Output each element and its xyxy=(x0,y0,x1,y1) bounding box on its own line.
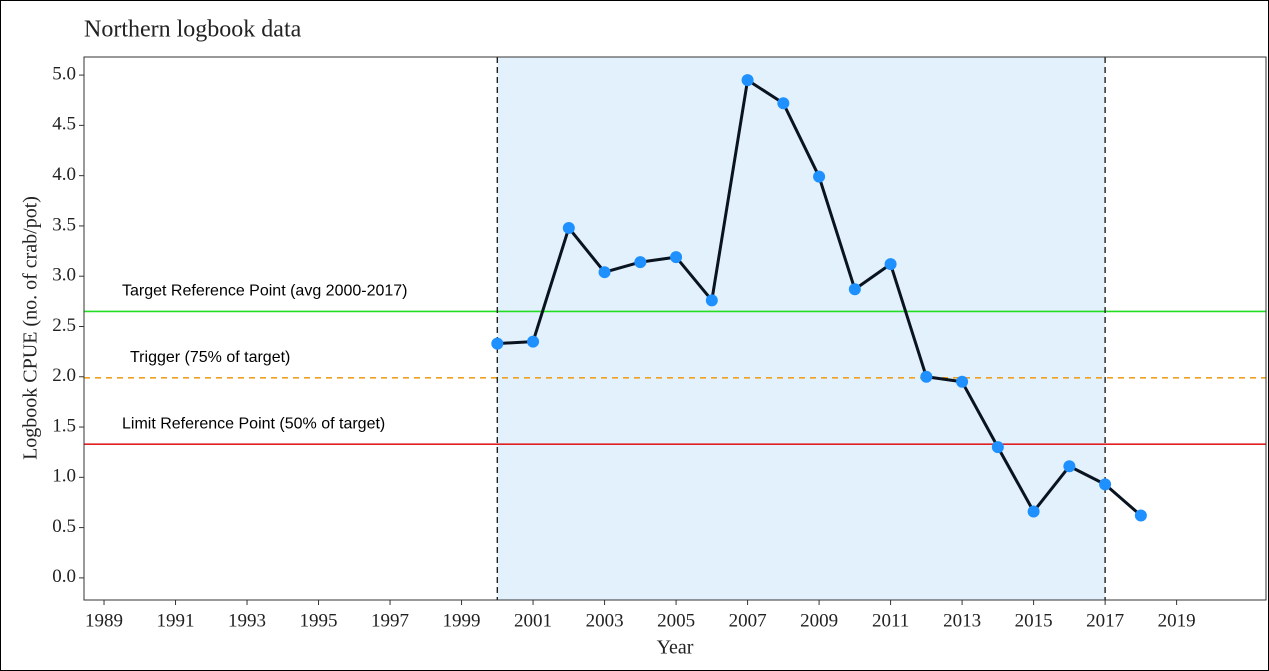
y-tick-label: 5.0 xyxy=(52,63,76,84)
x-tick-label: 1997 xyxy=(371,610,409,631)
y-tick-label: 3.5 xyxy=(52,214,76,235)
x-tick-label: 1999 xyxy=(443,610,481,631)
data-point xyxy=(598,266,611,279)
x-tick-label: 2005 xyxy=(657,610,695,631)
y-tick-label: 1.5 xyxy=(52,415,76,436)
data-point xyxy=(991,441,1004,454)
x-tick-label: 1993 xyxy=(228,610,266,631)
y-tick-label: 0.0 xyxy=(52,566,76,587)
y-tick-label: 1.0 xyxy=(52,466,76,487)
plot-border xyxy=(83,56,1267,601)
x-tick-label: 2009 xyxy=(800,610,838,631)
data-point xyxy=(705,294,718,307)
x-tick-label: 1995 xyxy=(300,610,338,631)
chart-title: Northern logbook data xyxy=(84,17,302,43)
y-tick-label: 2.5 xyxy=(52,315,76,336)
x-axis-label: Year xyxy=(657,637,694,659)
data-point xyxy=(491,337,504,350)
data-point xyxy=(741,74,754,87)
y-axis-label: Logbook CPUE (no. of crab/pot) xyxy=(20,196,42,460)
data-point xyxy=(848,283,861,296)
x-tick-label: 2015 xyxy=(1015,610,1053,631)
data-point xyxy=(956,375,969,388)
data-point xyxy=(920,370,933,383)
x-tick-label: 2017 xyxy=(1086,610,1124,631)
data-point xyxy=(670,251,683,264)
reference-label: Trigger (75% of target) xyxy=(130,349,290,366)
data-point xyxy=(1099,478,1112,491)
y-tick-label: 3.0 xyxy=(52,265,76,286)
y-tick-label: 2.0 xyxy=(52,365,76,386)
y-tick-label: 4.5 xyxy=(52,114,76,135)
x-tick-label: 1991 xyxy=(157,610,195,631)
data-point xyxy=(884,258,897,271)
data-point xyxy=(813,170,826,183)
data-point xyxy=(1027,505,1040,518)
y-tick-label: 0.5 xyxy=(52,516,76,537)
x-tick-label: 2013 xyxy=(943,610,981,631)
reference-label: Limit Reference Point (50% of target) xyxy=(122,415,385,432)
data-point xyxy=(527,335,540,348)
data-point xyxy=(777,97,790,110)
data-point xyxy=(562,221,575,234)
data-point xyxy=(1134,509,1147,522)
x-tick-label: 2007 xyxy=(729,610,767,631)
x-tick-label: 2019 xyxy=(1158,610,1196,631)
shaded-region xyxy=(497,57,1106,600)
x-tick-label: 2001 xyxy=(514,610,552,631)
x-tick-label: 1989 xyxy=(85,610,123,631)
x-tick-label: 2003 xyxy=(586,610,624,631)
reference-label: Target Reference Point (avg 2000-2017) xyxy=(122,283,408,300)
x-tick-label: 2011 xyxy=(872,610,909,631)
data-point xyxy=(1063,460,1076,473)
y-tick-label: 4.0 xyxy=(52,164,76,185)
data-point xyxy=(634,256,647,269)
